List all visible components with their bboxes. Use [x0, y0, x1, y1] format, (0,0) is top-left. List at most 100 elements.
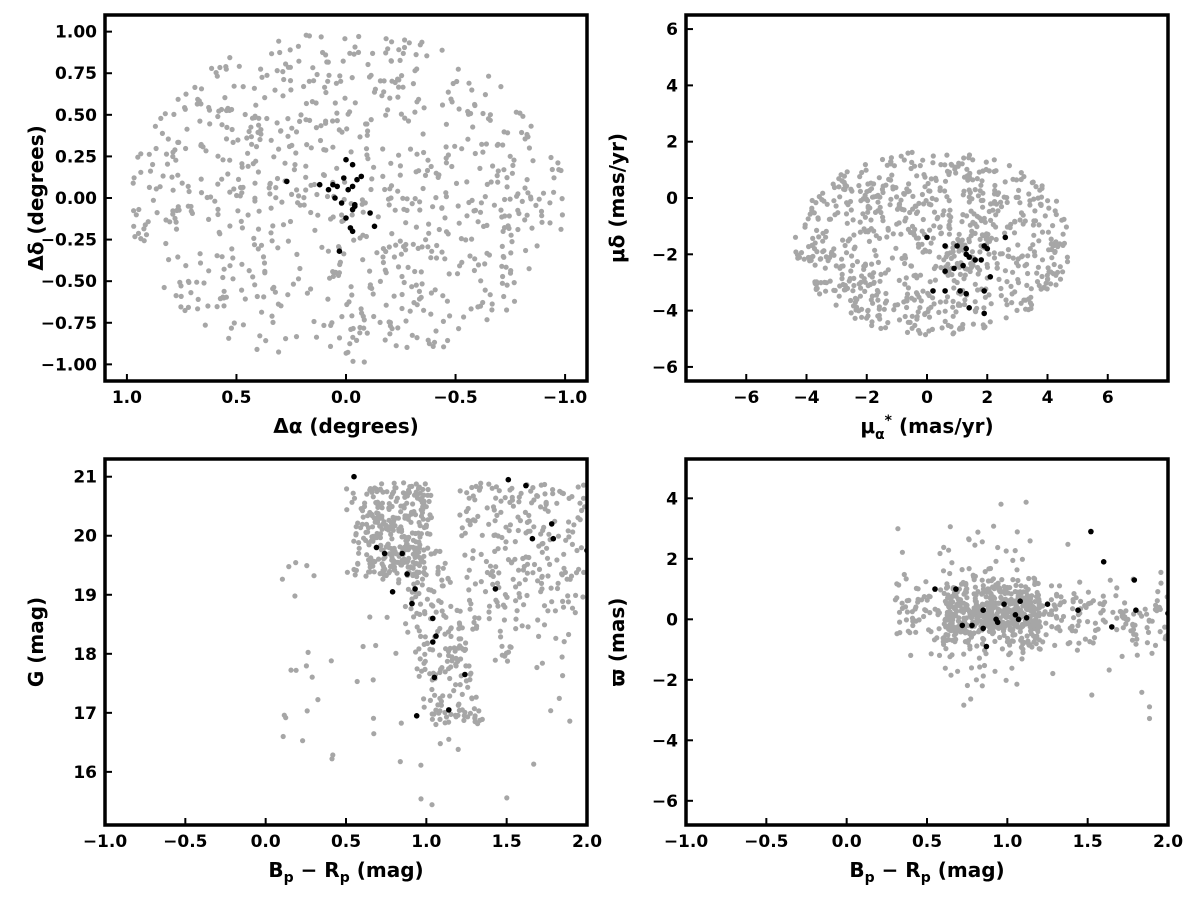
field-star-point: [555, 160, 561, 166]
field-star-point: [347, 109, 353, 115]
field-star-point: [356, 33, 362, 40]
field-star-point: [548, 585, 554, 591]
field-star-point: [194, 279, 200, 285]
field-star-point: [239, 190, 245, 196]
field-star-point: [1154, 598, 1160, 604]
field-star-point: [909, 223, 916, 229]
field-star-point: [531, 761, 537, 767]
field-star-point: [466, 80, 472, 86]
field-star-point: [380, 254, 386, 260]
cluster-members: [351, 473, 587, 719]
member-star-point: [1017, 598, 1023, 604]
field-star-point: [999, 577, 1005, 583]
field-star-point: [495, 168, 501, 174]
x-tick-label: −1.0: [664, 832, 709, 852]
member-star-point: [334, 183, 341, 190]
field-star-point: [300, 738, 306, 744]
field-star-point: [981, 305, 987, 311]
field-star-point: [402, 494, 408, 500]
field-star-point: [437, 695, 443, 702]
field-star-point: [1015, 256, 1021, 262]
field-star-point: [895, 302, 901, 308]
field-star-point: [509, 239, 515, 245]
field-star-point: [1060, 269, 1066, 275]
field-star-point: [397, 544, 403, 550]
field-star-point: [922, 184, 928, 190]
field-star-point: [165, 136, 171, 142]
field-star-point: [857, 188, 864, 194]
field-star-point: [1036, 238, 1042, 244]
field-star-point: [520, 113, 526, 119]
field-star-point: [913, 290, 920, 296]
field-star-point: [396, 84, 402, 90]
field-star-point: [447, 675, 453, 682]
field-star-point: [171, 111, 177, 117]
field-star-point: [371, 164, 377, 170]
field-star-point: [978, 197, 984, 204]
field-star-point: [575, 484, 581, 490]
field-star-point: [172, 215, 178, 221]
field-star-point: [417, 207, 423, 213]
field-star-point: [445, 648, 452, 654]
field-star-point: [526, 266, 532, 272]
field-star-point: [998, 595, 1005, 601]
field-star-point: [848, 297, 854, 304]
field-star-point: [997, 251, 1003, 257]
field-star-point: [401, 279, 407, 286]
field-star-point: [1043, 632, 1049, 638]
field-star-point: [969, 249, 976, 255]
field-star-point: [374, 250, 380, 256]
field-star-point: [293, 560, 299, 566]
y-tick-label: 0.25: [55, 147, 97, 167]
field-star-point: [328, 216, 334, 222]
field-star-point: [412, 268, 418, 275]
field-star-point: [1019, 556, 1025, 562]
field-star-point: [966, 199, 972, 205]
field-star-point: [1025, 596, 1031, 602]
field-star-point: [207, 121, 213, 127]
field-star-point: [964, 595, 970, 601]
field-star-point: [389, 78, 395, 84]
field-star-point: [138, 151, 144, 157]
field-star-point: [389, 491, 395, 497]
field-star-point: [410, 81, 416, 87]
field-star-point: [539, 213, 545, 219]
field-star-point: [391, 567, 397, 573]
field-star-point: [400, 84, 406, 90]
field-star-point: [411, 300, 417, 306]
field-star-point: [1031, 218, 1037, 224]
field-star-point: [178, 293, 184, 299]
field-star-point: [915, 596, 921, 603]
field-star-point: [414, 151, 420, 157]
field-star-point: [831, 184, 838, 191]
field-star-point: [983, 231, 990, 237]
field-star-point: [823, 234, 829, 240]
field-star-point: [354, 678, 360, 685]
field-star-point: [153, 145, 159, 152]
field-star-point: [396, 152, 402, 158]
member-star-point: [505, 476, 512, 483]
field-star-point: [392, 207, 398, 213]
field-star-point: [426, 230, 432, 236]
field-star-point: [812, 262, 818, 268]
field-star-point: [368, 117, 374, 123]
field-star-point: [268, 205, 274, 211]
field-star-point: [942, 178, 949, 184]
field-star-point: [1065, 541, 1071, 547]
field-star-point: [994, 261, 1000, 267]
member-star-point: [960, 262, 966, 269]
field-star-point: [466, 567, 472, 573]
field-star-point: [975, 287, 981, 293]
field-star-point: [465, 714, 471, 720]
field-star-point: [407, 146, 414, 152]
field-star-point: [1071, 615, 1077, 621]
field-star-point: [541, 622, 548, 628]
field-star-point: [402, 37, 408, 43]
field-star-point: [293, 667, 299, 673]
field-star-point: [1060, 242, 1066, 248]
field-star-point: [905, 285, 912, 291]
field-star-point: [294, 187, 300, 193]
field-star-point: [442, 256, 448, 262]
field-star-point: [898, 231, 904, 237]
